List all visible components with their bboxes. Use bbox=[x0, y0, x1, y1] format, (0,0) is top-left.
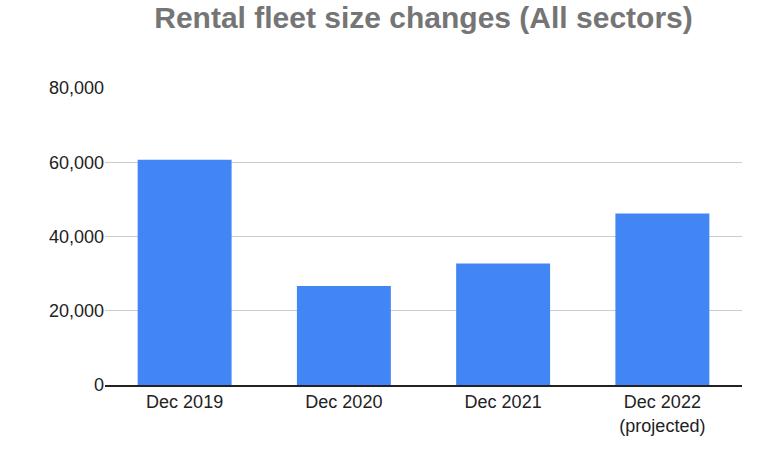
svg-text:Rental fleet size changes (All: Rental fleet size changes (All sectors) bbox=[154, 1, 693, 34]
svg-text:0: 0 bbox=[94, 375, 104, 395]
svg-text:80,000: 80,000 bbox=[49, 78, 104, 98]
svg-text:Dec 2021: Dec 2021 bbox=[465, 392, 542, 412]
svg-text:20,000: 20,000 bbox=[49, 301, 104, 321]
svg-text:Dec 2020: Dec 2020 bbox=[305, 392, 382, 412]
svg-text:Dec 2022(projected): Dec 2022(projected) bbox=[619, 392, 705, 435]
svg-text:40,000: 40,000 bbox=[49, 227, 104, 247]
svg-text:60,000: 60,000 bbox=[49, 153, 104, 173]
svg-text:Dec 2019: Dec 2019 bbox=[146, 392, 223, 412]
